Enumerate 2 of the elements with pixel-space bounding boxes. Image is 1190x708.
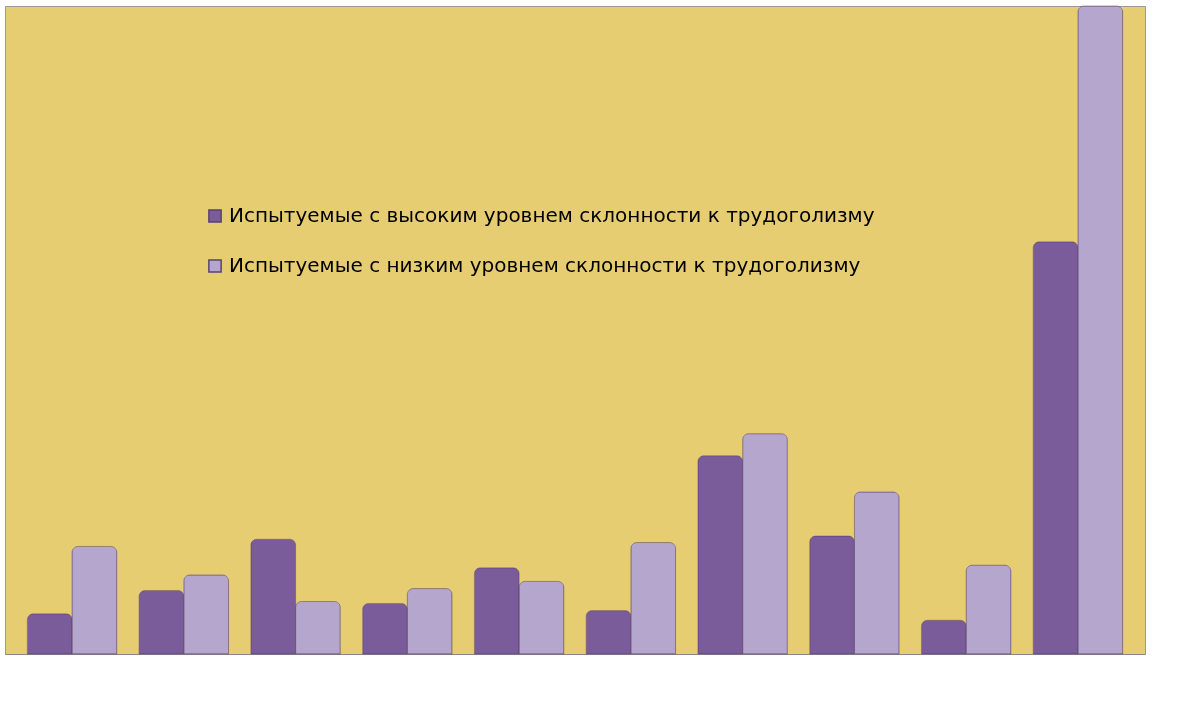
legend-label: Испытуемые с низким уровнем склонности к трудоголизму bbox=[229, 253, 861, 277]
legend-label: Испытуемые с высоким уровнем склонности к трудоголизму bbox=[229, 203, 875, 227]
